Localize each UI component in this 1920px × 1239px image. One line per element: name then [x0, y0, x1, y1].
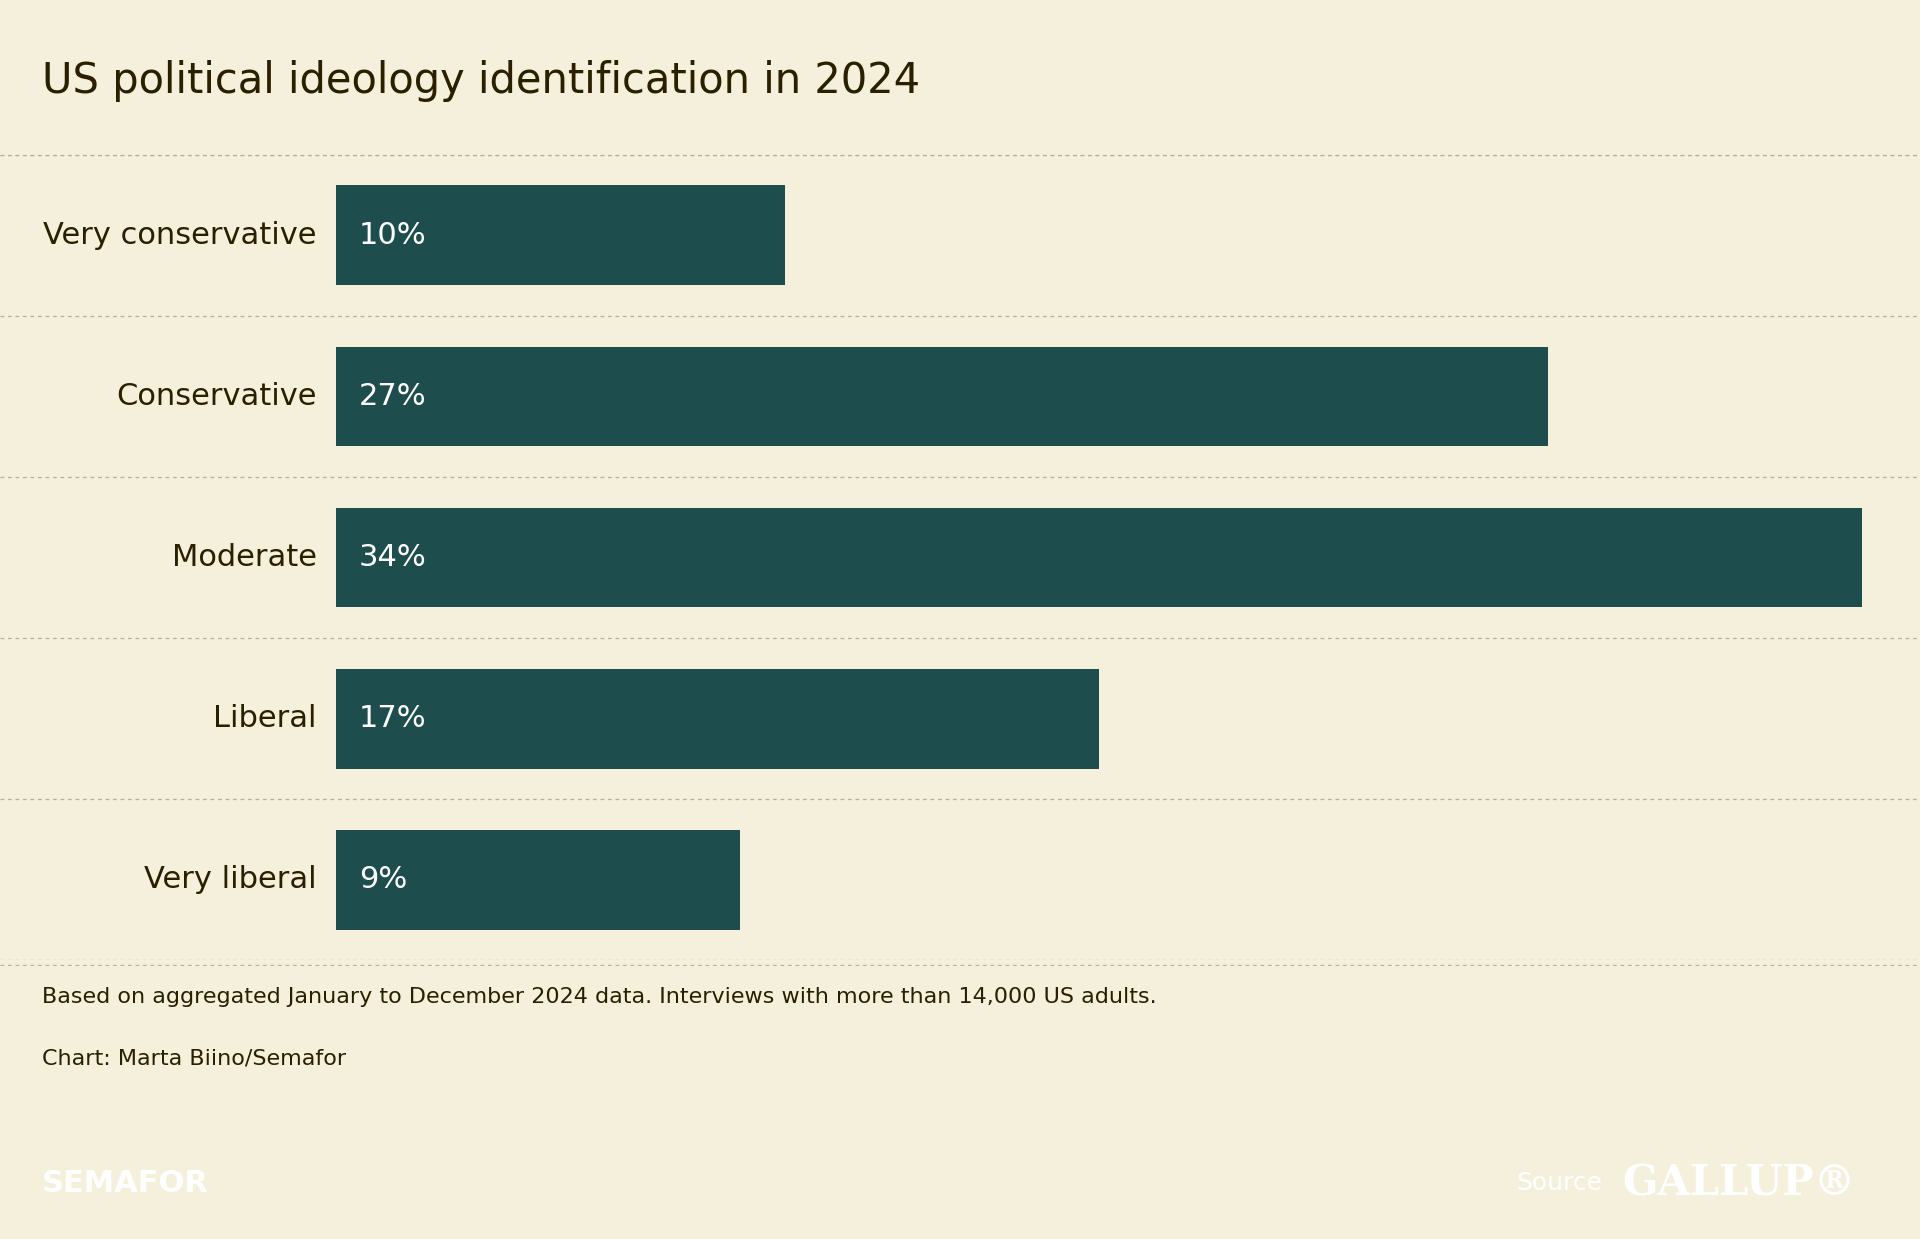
Text: SEMAFOR: SEMAFOR — [42, 1168, 209, 1198]
Text: 17%: 17% — [359, 704, 426, 733]
Bar — [336, 508, 1862, 607]
Bar — [336, 186, 785, 285]
Text: Based on aggregated January to December 2024 data. Interviews with more than 14,: Based on aggregated January to December … — [42, 987, 1158, 1007]
Text: US political ideology identification in 2024: US political ideology identification in … — [42, 59, 920, 102]
Text: 9%: 9% — [359, 865, 407, 895]
Bar — [336, 347, 1548, 446]
Text: Liberal: Liberal — [213, 704, 317, 733]
Text: Source: Source — [1517, 1171, 1603, 1196]
Text: 34%: 34% — [359, 543, 426, 572]
Text: Chart: Marta Biino/Semafor: Chart: Marta Biino/Semafor — [42, 1049, 346, 1069]
Text: Very liberal: Very liberal — [144, 865, 317, 895]
Text: 10%: 10% — [359, 221, 426, 250]
Text: GALLUP®: GALLUP® — [1622, 1162, 1855, 1204]
Text: Conservative: Conservative — [117, 382, 317, 411]
Text: Moderate: Moderate — [171, 543, 317, 572]
Bar — [336, 669, 1098, 768]
Text: 27%: 27% — [359, 382, 426, 411]
Bar — [336, 830, 739, 929]
Text: Very conservative: Very conservative — [44, 221, 317, 250]
